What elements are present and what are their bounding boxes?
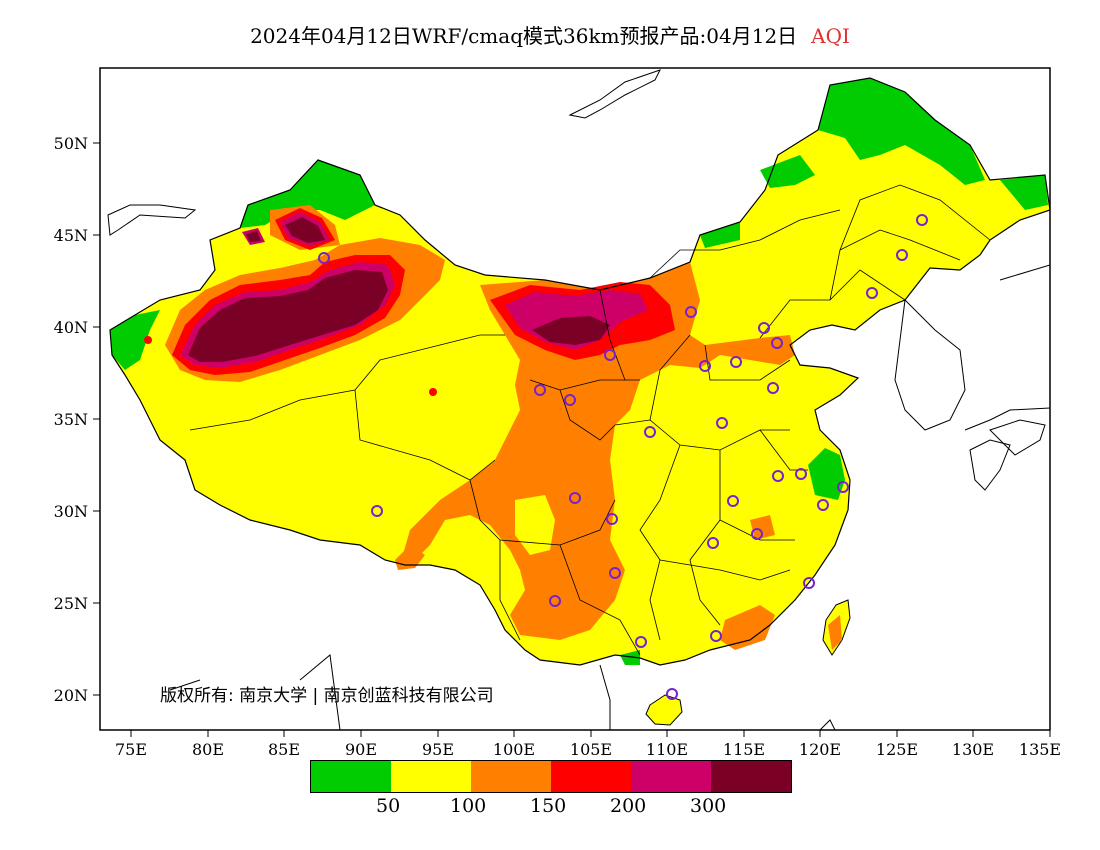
- province-borders: [189, 184, 991, 656]
- green-east-tip: [1000, 175, 1048, 210]
- colorbar-label-200: 200: [610, 795, 647, 817]
- green-north-strip: [700, 222, 740, 248]
- maroon-ili: [246, 231, 261, 242]
- lat-label-40n: 40N: [54, 318, 88, 337]
- colorbar-segment-orange: [471, 761, 551, 792]
- maroon-taklamakan: [188, 270, 388, 362]
- lon-label-85e: 85E: [268, 740, 300, 759]
- colorbar-segment-magenta: [631, 761, 711, 792]
- colorbar-label-100: 100: [450, 795, 487, 817]
- colorbar-label-50: 50: [376, 795, 401, 817]
- lon-label-135e: 135E: [1019, 740, 1061, 759]
- colorbar-segment-yellow: [391, 761, 471, 792]
- colorbar-segment-maroon: [711, 761, 791, 792]
- colorbar-label-150: 150: [530, 795, 567, 817]
- green-shanghai: [808, 448, 845, 500]
- lon-label-75e: 75E: [115, 740, 147, 759]
- china-outline: [109, 77, 1050, 666]
- lon-label-80e: 80E: [192, 740, 224, 759]
- lon-tick-marks: [130, 730, 1051, 737]
- lat-label-45n: 45N: [54, 226, 88, 245]
- map-title: 2024年04月12日WRF/cmaq模式36km预报产品:04月12日 AQI: [0, 20, 1100, 49]
- orange-central: [400, 262, 795, 640]
- lon-label-105e: 105E: [570, 740, 612, 759]
- lat-label-20n: 20N: [54, 686, 88, 705]
- title-variable: AQI: [811, 24, 850, 48]
- title-main: 2024年04月12日WRF/cmaq模式36km预报产品:04月12日: [250, 24, 798, 48]
- lat-label-30n: 30N: [54, 502, 88, 521]
- lat-label-50n: 50N: [54, 134, 88, 153]
- city-markers: [318, 214, 928, 700]
- lat-tick-marks: [93, 142, 100, 696]
- lon-label-110e: 110E: [646, 740, 688, 759]
- lon-label-120e: 120E: [799, 740, 841, 759]
- orange-southeast: [720, 605, 775, 650]
- lon-label-100e: 100E: [493, 740, 535, 759]
- colorbar-label-300: 300: [690, 795, 727, 817]
- lon-label-130e: 130E: [952, 740, 994, 759]
- lon-label-125e: 125E: [876, 740, 918, 759]
- green-far-west: [110, 310, 160, 370]
- green-inner-mongolia: [760, 155, 815, 188]
- orange-tibet-south: [395, 545, 425, 570]
- yellow-sichuan-basin: [515, 495, 555, 555]
- lat-label-25n: 25N: [54, 594, 88, 613]
- lat-label-35n: 35N: [54, 410, 88, 429]
- hotspot-dot-2: [144, 336, 152, 344]
- hotspot-dot: [429, 388, 437, 396]
- lon-label-115e: 115E: [723, 740, 765, 759]
- maroon-inner-mongolia: [532, 316, 610, 345]
- orange-taiwan: [828, 615, 842, 650]
- maroon-dzungaria: [285, 217, 325, 243]
- colorbar-segment-red: [551, 761, 631, 792]
- green-south: [620, 650, 640, 665]
- map-frame: [99, 67, 1051, 731]
- copyright-text: 版权所有: 南京大学 | 南京创蓝科技有限公司: [160, 686, 494, 706]
- orange-east: [750, 515, 775, 540]
- lon-label-95e: 95E: [422, 740, 454, 759]
- colorbar-segment-green: [311, 761, 391, 792]
- colorbar: [310, 760, 792, 793]
- coastlines: [107, 69, 1050, 730]
- green-northeast: [818, 78, 985, 185]
- lon-label-90e: 90E: [345, 740, 377, 759]
